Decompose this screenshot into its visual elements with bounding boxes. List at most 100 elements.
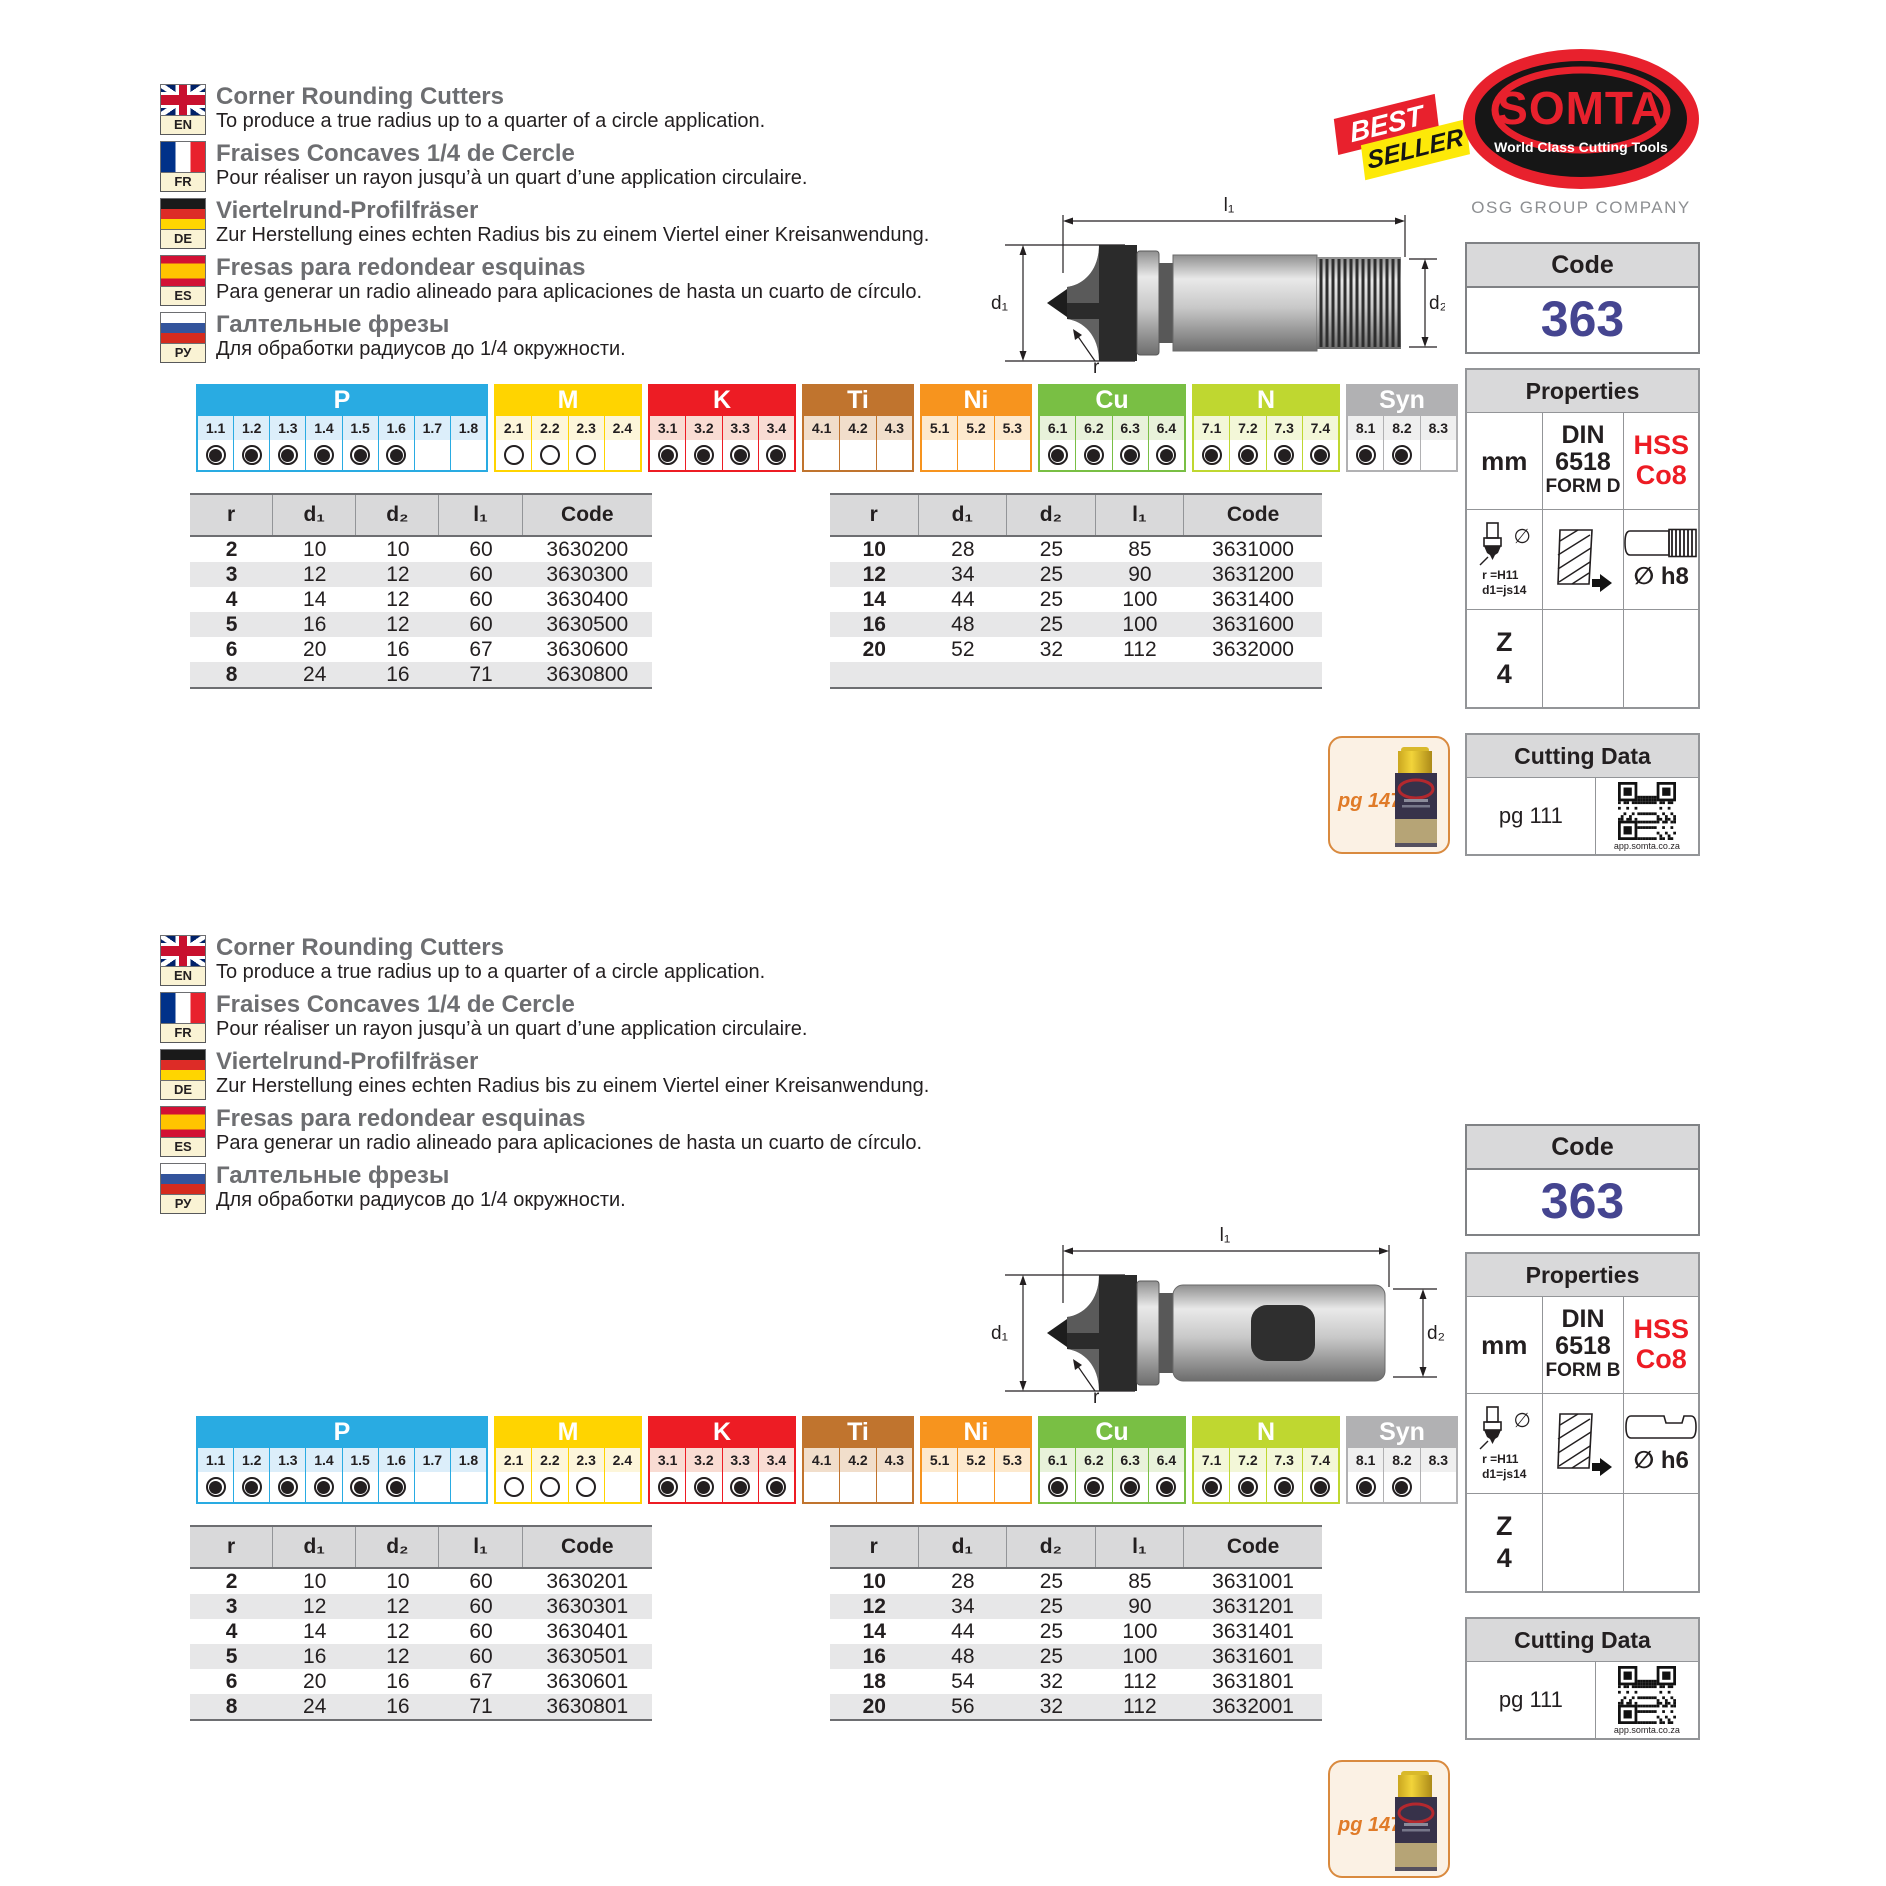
material-group-p: P 1.1 1.2 1.3 1.4 1.5 1.6 1.7 1.8 — [196, 1416, 488, 1504]
radio-indicator — [693, 1477, 714, 1497]
table-row: 10 28 25 85 3631000 — [862, 537, 1294, 561]
language-block: EN Corner Rounding Cutters To produce a … — [160, 935, 990, 992]
material-cell: 5.1 — [922, 416, 959, 470]
code-box-header: Code — [1467, 244, 1698, 288]
material-cell: 6.1 — [1040, 416, 1077, 470]
material-cell: 3.2 — [686, 1448, 723, 1502]
qr-code-image — [1617, 782, 1676, 841]
material-group-syn: Syn 8.1 8.2 8.3 — [1346, 1416, 1458, 1504]
best-seller-badge: BEST SELLER — [1332, 90, 1470, 184]
shank-tolerance-cell: ∅ h8 — [1623, 509, 1698, 609]
table-row: 16 48 25 100 3631600 — [830, 612, 1322, 637]
radio-indicator — [313, 445, 334, 465]
radio-indicator — [277, 445, 298, 465]
flag-icon — [160, 1163, 206, 1195]
material-cell: 7.3 — [1266, 1448, 1303, 1502]
material-group-ti: Ti 4.1 4.2 4.3 — [802, 1416, 914, 1504]
material-cell: 1.4 — [306, 416, 343, 470]
dim-length-label: l₁ — [1224, 195, 1235, 216]
cutting-fluid-can-image — [1395, 747, 1437, 847]
cutting-fluid-card-bottom: pg 147 — [1328, 1760, 1450, 1878]
table-row: 10 28 25 85 3631001 — [862, 1569, 1294, 1593]
radio-indicator — [1237, 445, 1258, 465]
material-cell: 6.2 — [1076, 1448, 1113, 1502]
properties-header: Properties — [1467, 370, 1698, 413]
table-row: 5 16 12 60 3630501 — [190, 1644, 652, 1669]
material-cell: 1.2 — [234, 416, 271, 470]
material-selector-bar-top: P 1.1 1.2 1.3 1.4 1.5 1.6 1.7 1.8 M 2.1 2.2 2.3 2.… — [196, 384, 1458, 472]
material-group-header: N — [1194, 1418, 1338, 1448]
radio-indicator — [657, 1477, 678, 1497]
language-code-tag: ES — [160, 287, 206, 306]
radio-indicator — [1156, 445, 1177, 465]
technical-drawing-plain-shank: l₁ d₁ d₂ r — [991, 1225, 1445, 1408]
tolerance-icon-cell: ∅ r =H11 d1=js14 — [1467, 509, 1542, 609]
material-group-header: Cu — [1040, 1418, 1184, 1448]
product-title: Viertelrund-Profilfräser — [216, 1048, 479, 1075]
weldon-shank-icon — [1625, 1415, 1698, 1439]
radio-indicator — [241, 1477, 262, 1497]
radio-indicator — [1120, 1477, 1141, 1497]
material-group-header: Ti — [804, 386, 912, 416]
material-cell: 2.4 — [604, 1448, 640, 1502]
table-row: 2 10 10 60 3630201 — [225, 1569, 629, 1593]
table-row: 14 44 25 100 3631401 — [862, 1619, 1294, 1643]
tool-shank-body — [1172, 254, 1318, 352]
material-cell: 4.2 — [840, 1448, 877, 1502]
flag-icon — [160, 1049, 206, 1081]
table-row: 5 16 12 60 3630500 — [190, 612, 652, 637]
material-cell: 6.4 — [1148, 416, 1184, 470]
material-cell: 4.3 — [876, 1448, 912, 1502]
radio-indicator — [1310, 1477, 1331, 1497]
material-cell: 2.3 — [568, 1448, 605, 1502]
material-group-header: K — [650, 386, 794, 416]
material-group-p: P 1.1 1.2 1.3 1.4 1.5 1.6 1.7 1.8 — [196, 384, 488, 472]
threaded-shank-icon — [1624, 528, 1698, 558]
material-group-header: Ti — [804, 1418, 912, 1448]
size-table-right-top: r d₁ d₂ l₁ Code 10 28 25 85 3631000 12 3… — [830, 493, 1322, 689]
material-group-m: M 2.1 2.2 2.3 2.4 — [494, 384, 642, 472]
material-group-header: M — [496, 1418, 640, 1448]
material-cell: 8.3 — [1420, 416, 1456, 470]
radio-indicator — [1355, 1477, 1376, 1497]
material-grade-cell: HSS Co8 — [1623, 413, 1698, 509]
flag-icon — [160, 141, 206, 173]
product-description: Pour réaliser un rayon jusqu’à un quart … — [216, 166, 808, 189]
properties-box-bottom: Properties mm DIN 6518 FORM B HSS Co8 — [1465, 1252, 1700, 1593]
table-header-row: r d₁ d₂ l₁ Code — [830, 1525, 1322, 1569]
table-header-row: r d₁ d₂ l₁ Code — [190, 493, 652, 537]
material-cell: 3.1 — [650, 1448, 687, 1502]
table-row: 20 52 32 112 3632000 — [862, 637, 1294, 661]
language-block: РУ Галтельные фрезы Для обработки радиус… — [160, 312, 990, 369]
table-header-row: r d₁ d₂ l₁ Code — [830, 493, 1322, 537]
qr-code-image — [1617, 1666, 1676, 1725]
cutting-data-page-ref: pg 111 — [1467, 778, 1596, 854]
material-cell: 6.3 — [1112, 1448, 1149, 1502]
product-description: To produce a true radius up to a quarter… — [216, 960, 766, 983]
cutting-data-box-top: Cutting Data pg 111 app.somta.co.za — [1465, 733, 1700, 856]
tolerance-notes: r =H11 d1=js14 — [1482, 1451, 1527, 1481]
technical-drawing-threaded-shank: l₁ d₁ d₂ r — [991, 195, 1445, 378]
material-group-cu: Cu 6.1 6.2 6.3 6.4 — [1038, 384, 1186, 472]
cutter-profile-icon — [1479, 1405, 1502, 1449]
material-group-k: K 3.1 3.2 3.3 3.4 — [648, 384, 796, 472]
product-description: Для обработки радиусов до 1/4 окружности… — [216, 1188, 626, 1211]
cutting-fluid-card-top: pg 147 — [1328, 736, 1450, 854]
table-row: 12 34 25 90 3631201 — [830, 1594, 1322, 1619]
material-cell: 7.3 — [1266, 416, 1303, 470]
language-block: DE Viertelrund-Profilfräser Zur Herstell… — [160, 1049, 990, 1106]
material-group-header: K — [650, 1418, 794, 1448]
table-row: 2 10 10 60 3630200 — [225, 537, 629, 561]
radio-indicator — [205, 445, 226, 465]
radio-indicator — [1083, 1477, 1104, 1497]
material-cell: 1.1 — [198, 1448, 235, 1502]
radio-indicator — [1201, 1477, 1222, 1497]
material-cell: 8.2 — [1384, 416, 1421, 470]
table-header-row: r d₁ d₂ l₁ Code — [190, 1525, 652, 1569]
code-box: Code 363 — [1465, 242, 1700, 354]
material-cell: 1.7 — [414, 1448, 451, 1502]
material-group-header: M — [496, 386, 640, 416]
language-block: ES Fresas para redondear esquinas Para g… — [160, 1106, 990, 1163]
language-code-tag: РУ — [160, 344, 206, 363]
